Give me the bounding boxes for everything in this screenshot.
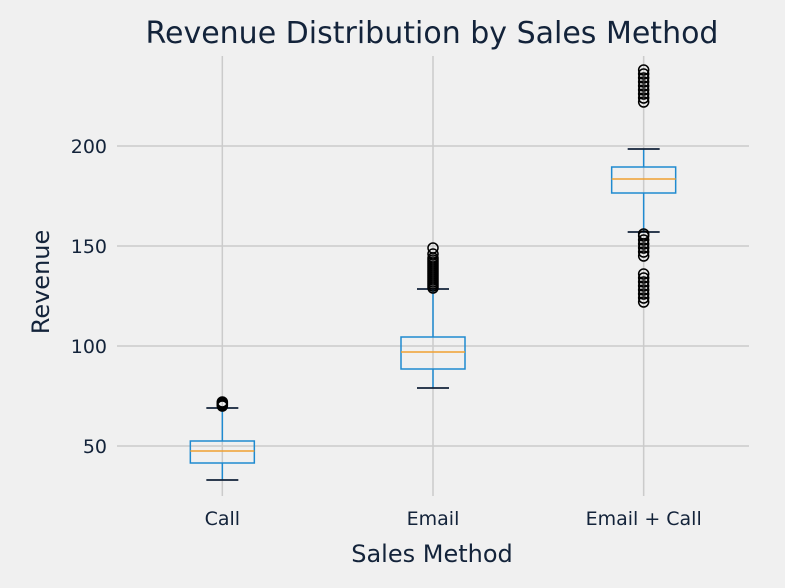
outlier-point (637, 288, 650, 300)
x-tick-label-0: Call (205, 508, 240, 530)
box-group-1 (400, 242, 466, 389)
outlier-point (637, 80, 650, 92)
iqr-box (189, 440, 256, 464)
y-tick-label-150: 150 (71, 236, 107, 258)
iqr-box (400, 336, 466, 370)
outlier-point (637, 64, 650, 76)
outlier-point (637, 76, 650, 88)
iqr-box (610, 166, 677, 194)
outlier-point (216, 396, 229, 408)
outlier-point (427, 248, 439, 260)
outlier-point (637, 280, 650, 292)
y-axis-label: Revenue (27, 230, 55, 335)
outlier-point (637, 92, 650, 104)
outlier-point (637, 96, 650, 108)
box-group-2 (610, 64, 677, 308)
x-tick-label-1: Email (407, 508, 460, 530)
outlier-point (637, 234, 650, 246)
ticks: 50 100 150 200 Call Email Email + Call (71, 136, 702, 530)
outlier-point (637, 68, 650, 80)
outlier-point (637, 276, 650, 288)
outlier-point (637, 246, 650, 258)
outlier-point (637, 284, 650, 296)
outlier-point (637, 272, 650, 284)
y-tick-label-100: 100 (71, 336, 107, 358)
x-tick-label-2: Email + Call (586, 508, 702, 530)
y-tick-label-50: 50 (83, 436, 107, 458)
outlier-point (427, 242, 439, 254)
outlier-point (637, 72, 650, 84)
outlier-point (637, 84, 650, 96)
boxes (189, 64, 677, 481)
box-group-0 (189, 396, 256, 481)
outlier-point (637, 228, 650, 240)
outlier-point (637, 292, 650, 304)
y-tick-label-200: 200 (71, 136, 107, 158)
outlier-point (637, 268, 650, 280)
outlier-point (637, 250, 650, 262)
outlier-point (637, 296, 650, 308)
outlier-point (637, 88, 650, 100)
x-axis-label: Sales Method (351, 540, 513, 568)
chart-title: Revenue Distribution by Sales Method (146, 16, 719, 51)
grid (117, 56, 749, 496)
outlier-point (637, 242, 650, 254)
